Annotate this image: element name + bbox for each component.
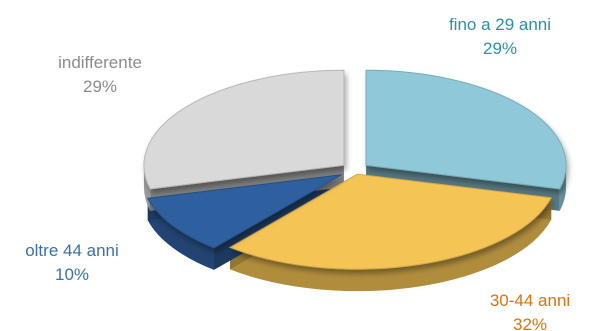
slice-label-value: 29% [483, 39, 517, 58]
slice-label-name: oltre 44 anni [25, 241, 119, 260]
pie-slice-fino-a-29-anni [365, 69, 567, 190]
pie-slice-wall [147, 198, 215, 270]
slice-label-name: fino a 29 anni [449, 15, 551, 34]
slice-label-value: 10% [55, 265, 89, 284]
slice-label-value: 32% [513, 315, 547, 331]
slice-label-name: 30-44 anni [490, 291, 570, 310]
slice-label-name: indifferente [58, 53, 142, 72]
pie-slice-wall [229, 197, 552, 292]
pie-slice-oltre-44-anni [146, 174, 342, 249]
slice-label-value: 29% [83, 77, 117, 96]
pie-slice-wall [559, 165, 567, 211]
pie-slice-indifferente [143, 69, 345, 190]
pie-slice-30-44-anni [228, 173, 552, 270]
